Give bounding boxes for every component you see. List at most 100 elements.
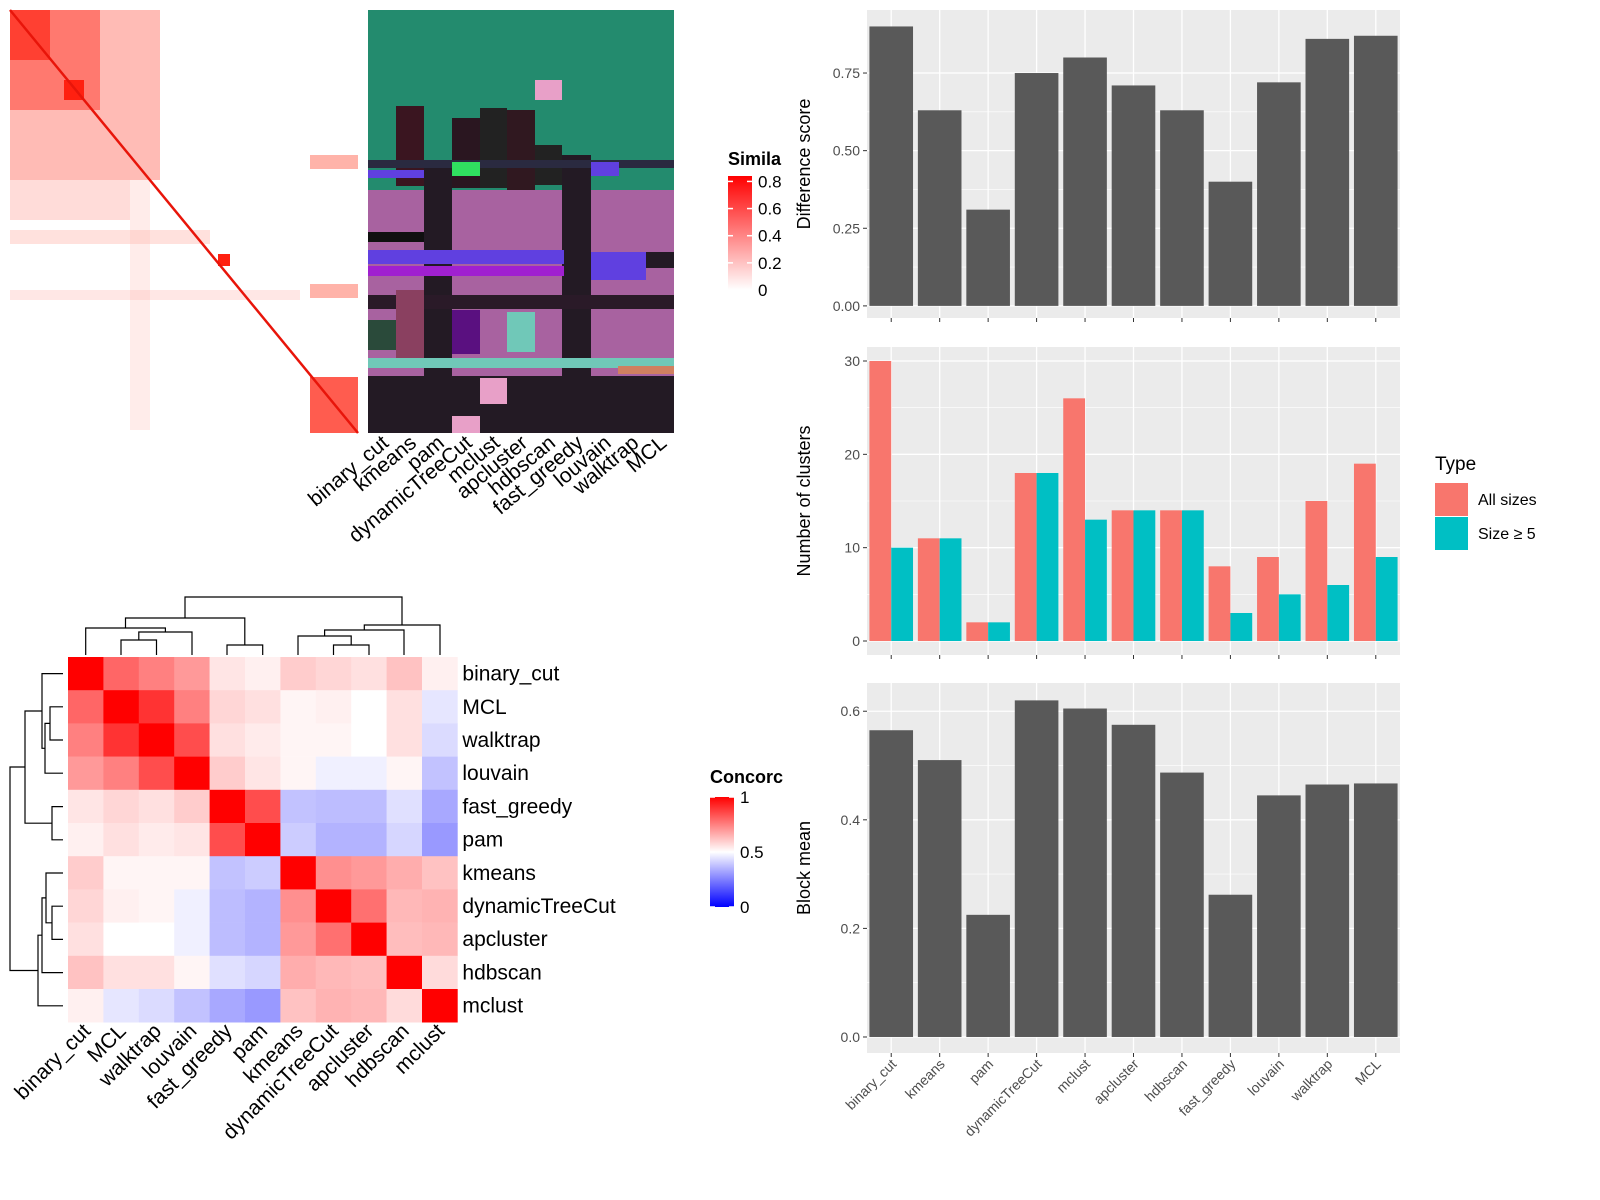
heatmap-cell bbox=[245, 989, 281, 1023]
y-tick-label: 20 bbox=[844, 446, 860, 462]
heatmap-cell bbox=[68, 789, 104, 824]
heatmap-cell bbox=[351, 889, 387, 923]
bar bbox=[1257, 82, 1301, 306]
heatmap-cell bbox=[280, 756, 317, 791]
bar bbox=[917, 538, 940, 641]
heatmap-cell bbox=[209, 989, 246, 1023]
heatmap-cell bbox=[103, 823, 140, 857]
heatmap-cell bbox=[315, 955, 352, 990]
y-tick-label: 0 bbox=[852, 633, 860, 649]
heatmap-cell bbox=[68, 922, 104, 957]
bar bbox=[1014, 473, 1037, 641]
legend-title: Concorc bbox=[710, 767, 783, 787]
y-tick-label: 0.0 bbox=[841, 1029, 861, 1045]
bar bbox=[966, 209, 1010, 306]
heatmap-cell bbox=[386, 723, 423, 757]
bar bbox=[1063, 708, 1107, 1037]
heatmap-cell bbox=[386, 922, 423, 957]
bar bbox=[1160, 772, 1204, 1037]
legend-key bbox=[1435, 483, 1468, 516]
heatmap-cell bbox=[138, 789, 175, 824]
bar bbox=[1063, 398, 1086, 641]
heatmap-cell bbox=[209, 856, 246, 890]
colorbar-tick-label: 0.4 bbox=[758, 227, 782, 246]
heatmap-cell bbox=[68, 955, 104, 990]
heatmap-cell bbox=[351, 657, 387, 691]
heatmap-cell bbox=[422, 955, 458, 990]
heatmap-cell bbox=[245, 789, 281, 824]
heatmap-cell bbox=[315, 657, 352, 691]
colorbar-tick-label: 1 bbox=[740, 788, 749, 807]
heatmap-cell bbox=[280, 889, 317, 923]
row-label: mclust bbox=[462, 995, 523, 1018]
y-tick-label: 0.6 bbox=[841, 703, 861, 719]
heatmap-cell bbox=[422, 922, 458, 957]
bar bbox=[869, 361, 892, 641]
bar bbox=[917, 110, 962, 306]
bar bbox=[1160, 110, 1204, 306]
bar bbox=[1014, 73, 1059, 306]
x-tick-label: binary_cut bbox=[842, 1056, 899, 1113]
heatmap-cell bbox=[315, 989, 352, 1023]
bar bbox=[1353, 463, 1376, 641]
colorbar bbox=[728, 176, 752, 290]
row-label: binary_cut bbox=[462, 663, 559, 686]
bar bbox=[1208, 894, 1253, 1037]
heatmap-cell bbox=[386, 756, 423, 791]
bar bbox=[869, 26, 914, 306]
heatmap-cell bbox=[174, 889, 210, 923]
colorbar-tick-label: 0.5 bbox=[740, 843, 764, 862]
bar bbox=[1305, 501, 1328, 641]
heatmap-cell bbox=[280, 856, 317, 890]
heatmap-cell bbox=[280, 989, 317, 1023]
row-label: walktrap bbox=[461, 729, 540, 752]
heatmap-cell bbox=[315, 690, 352, 724]
heatmap-cell bbox=[174, 955, 210, 990]
heatmap-cell bbox=[138, 690, 175, 724]
x-tick-label: hdbscan bbox=[1141, 1056, 1190, 1105]
y-tick-label: 30 bbox=[844, 353, 860, 369]
colorbar-tick-label: 0.6 bbox=[758, 200, 782, 219]
heatmap-cell bbox=[68, 856, 104, 890]
dendrogram bbox=[9, 596, 441, 1007]
y-tick-label: 0.75 bbox=[833, 65, 860, 81]
x-tick-label: MCL bbox=[1352, 1056, 1384, 1088]
heatmap-cell bbox=[138, 989, 175, 1023]
heatmap-cell bbox=[422, 856, 458, 890]
heatmap-cell bbox=[68, 723, 104, 757]
bar bbox=[1063, 57, 1107, 306]
bar bbox=[988, 622, 1010, 641]
heatmap-cell bbox=[68, 657, 104, 691]
bar bbox=[1208, 566, 1231, 641]
heatmap-cell bbox=[422, 690, 458, 724]
heatmap-cell bbox=[422, 756, 458, 791]
legend-key bbox=[1435, 517, 1468, 550]
heatmap-cell bbox=[138, 723, 175, 757]
colorbar-tick-label: 0 bbox=[740, 898, 749, 917]
heatmap-cell bbox=[103, 690, 140, 724]
heatmap-cell bbox=[103, 889, 140, 923]
bar bbox=[939, 538, 962, 641]
heatmap-cell bbox=[315, 789, 352, 824]
bar bbox=[1353, 783, 1398, 1037]
heatmap-cell bbox=[351, 955, 387, 990]
y-tick-label: 0.25 bbox=[833, 220, 860, 236]
heatmap-cell bbox=[280, 955, 317, 990]
heatmap-cell bbox=[351, 789, 387, 824]
bar bbox=[1036, 473, 1059, 641]
heatmap-cell bbox=[209, 690, 246, 724]
heatmap-cell bbox=[315, 823, 352, 857]
y-axis-title: Number of clusters bbox=[794, 425, 814, 576]
legend-title: Simila bbox=[728, 149, 782, 169]
heatmap-cell bbox=[68, 690, 104, 724]
row-label: kmeans bbox=[462, 862, 536, 885]
heatmap-cell bbox=[386, 856, 423, 890]
row-label: louvain bbox=[462, 762, 529, 785]
bar bbox=[1111, 724, 1156, 1037]
heatmap-cell bbox=[245, 657, 281, 691]
bar bbox=[1305, 784, 1350, 1037]
heatmap-cell bbox=[174, 922, 210, 957]
bar bbox=[1327, 585, 1350, 641]
heatmap-cell bbox=[422, 657, 458, 691]
